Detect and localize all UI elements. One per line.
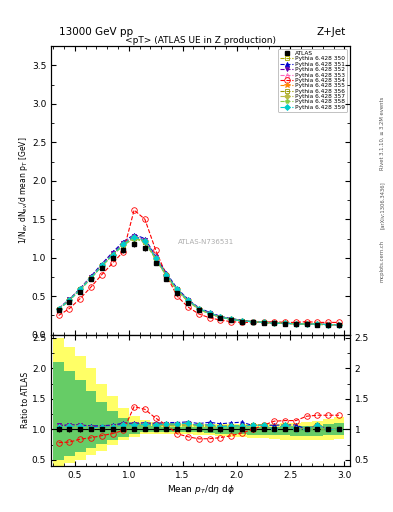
Text: mcplots.cern.ch: mcplots.cern.ch [380,240,384,282]
Y-axis label: Ratio to ATLAS: Ratio to ATLAS [22,372,31,429]
Title: <pT> (ATLAS UE in Z production): <pT> (ATLAS UE in Z production) [125,36,276,45]
Text: Z+Jet: Z+Jet [317,27,346,37]
Text: 13000 GeV pp: 13000 GeV pp [59,27,133,37]
Text: [arXiv:1306.3436]: [arXiv:1306.3436] [380,181,384,229]
Text: ATLAS-N736531: ATLAS-N736531 [178,239,235,245]
Legend: ATLAS, Pythia 6.428 350, Pythia 6.428 351, Pythia 6.428 352, Pythia 6.428 353, P: ATLAS, Pythia 6.428 350, Pythia 6.428 35… [278,49,347,112]
Y-axis label: 1/N$_{ev}$ dN$_{ev}$/d mean p$_T$ [GeV]: 1/N$_{ev}$ dN$_{ev}$/d mean p$_T$ [GeV] [17,137,31,244]
Text: Rivet 3.1.10, ≥ 3.2M events: Rivet 3.1.10, ≥ 3.2M events [380,96,384,170]
X-axis label: Mean $p_T$/d$\eta$ d$\phi$: Mean $p_T$/d$\eta$ d$\phi$ [167,482,234,496]
